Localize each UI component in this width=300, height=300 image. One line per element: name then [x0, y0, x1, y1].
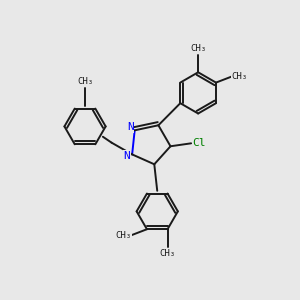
Text: CH₃: CH₃ — [160, 249, 176, 258]
Text: Cl: Cl — [193, 138, 206, 148]
Text: N: N — [124, 151, 130, 161]
Text: CH₃: CH₃ — [77, 77, 93, 86]
Text: CH₃: CH₃ — [190, 44, 206, 52]
Text: N: N — [127, 122, 134, 132]
Text: CH₃: CH₃ — [232, 72, 247, 81]
Text: CH₃: CH₃ — [115, 231, 131, 240]
